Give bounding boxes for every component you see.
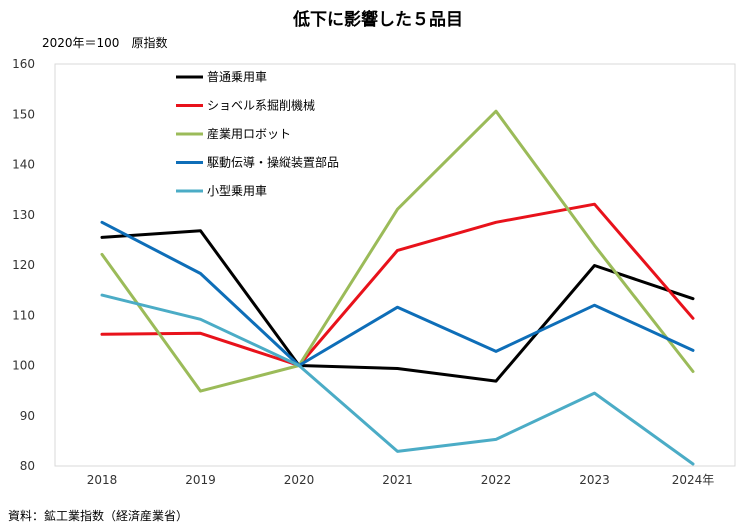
y-tick-label: 90: [20, 409, 35, 423]
x-tick-label: 2020: [284, 473, 315, 487]
x-tick-label: 2018: [87, 473, 118, 487]
x-tick-label: 2024年: [672, 473, 715, 487]
y-tick-label: 140: [12, 158, 35, 172]
y-tick-label: 120: [12, 258, 35, 272]
series-line: [100, 220, 695, 367]
chart-title: 低下に影響した５品目: [292, 9, 463, 30]
source-note: 資料：鉱工業指数（経済産業省）: [8, 508, 188, 523]
x-tick-label: 2021: [382, 473, 413, 487]
legend-label: ショベル系掘削機械: [207, 98, 315, 113]
series-line: [100, 229, 695, 383]
legend-label: 駆動伝導・操縦装置部品: [207, 155, 339, 170]
x-tick-label: 2023: [579, 473, 610, 487]
unit-label: 2020年＝100 原指数: [42, 35, 167, 50]
x-tick-label: 2022: [481, 473, 512, 487]
y-tick-label: 160: [12, 57, 35, 71]
x-axis: 2018 2019 2020 2021 2022 2023 2024年: [87, 473, 715, 487]
series-line: [100, 109, 695, 393]
series-line: [100, 202, 695, 367]
y-tick-label: 80: [20, 459, 35, 473]
y-tick-label: 110: [12, 308, 35, 322]
y-axis: 80 90 100 110 120 130 140 150 160: [12, 57, 35, 473]
legend-label: 小型乗用車: [207, 184, 267, 198]
y-tick-label: 130: [12, 208, 35, 222]
y-tick-label: 100: [12, 359, 35, 373]
series-lines: [100, 109, 695, 466]
series-line: [100, 293, 695, 466]
y-tick-label: 150: [12, 107, 35, 121]
legend-label: 産業用ロボット: [207, 126, 291, 141]
plot-area: [54, 63, 736, 467]
x-tick-label: 2019: [185, 473, 216, 487]
legend-label: 普通乗用車: [207, 70, 267, 84]
